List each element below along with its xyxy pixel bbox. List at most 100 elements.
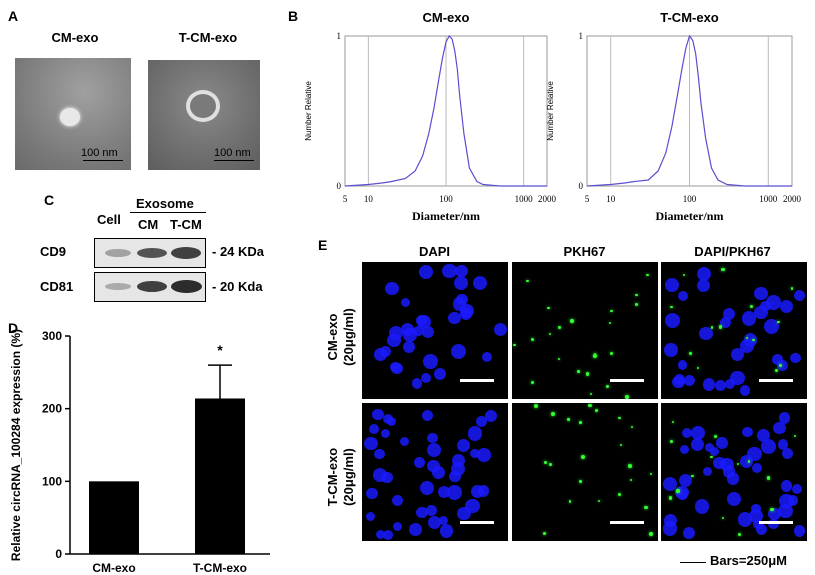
exosome-signal bbox=[714, 435, 718, 439]
exosome-signal bbox=[548, 333, 551, 336]
exosome-signal bbox=[579, 480, 582, 484]
exosome-signal bbox=[721, 516, 725, 520]
bar-ytick-label: 300 bbox=[42, 329, 62, 343]
dls-xtick-label: 2000 bbox=[538, 194, 557, 204]
nucleus bbox=[452, 296, 467, 311]
nucleus bbox=[682, 428, 693, 439]
dls-title: CM-exo bbox=[423, 10, 470, 25]
nucleus bbox=[727, 491, 741, 506]
nucleus bbox=[425, 505, 437, 517]
exosome-signal bbox=[542, 531, 547, 536]
dls-xtick-label: 5 bbox=[585, 194, 590, 204]
band-cd9-cell bbox=[105, 249, 131, 257]
exosome-signal bbox=[579, 421, 582, 424]
nucleus bbox=[460, 307, 472, 320]
nucleus bbox=[665, 278, 679, 292]
exosome-signal bbox=[610, 309, 613, 313]
nucleus bbox=[672, 375, 685, 388]
wb-row-label-cd9: CD9 bbox=[40, 244, 67, 259]
nucleus bbox=[465, 498, 481, 514]
nucleus bbox=[484, 409, 497, 422]
nucleus bbox=[724, 379, 736, 390]
panel-label-b: B bbox=[288, 8, 299, 24]
band-cd9-cm bbox=[137, 248, 167, 258]
bar-ytick-label: 100 bbox=[42, 474, 62, 488]
nucleus bbox=[710, 446, 720, 456]
bar-cm-exo bbox=[89, 481, 139, 554]
nucleus bbox=[428, 516, 441, 530]
exosome-signal bbox=[648, 532, 653, 536]
exosome-signal bbox=[620, 443, 623, 446]
nucleus bbox=[739, 385, 751, 396]
exosome-signal bbox=[736, 462, 739, 465]
nucleus bbox=[719, 316, 731, 328]
exosome-signal bbox=[609, 321, 612, 324]
nucleus bbox=[419, 480, 435, 496]
nucleus bbox=[665, 312, 681, 328]
nucleus bbox=[427, 443, 442, 458]
bars-legend-line bbox=[680, 562, 706, 563]
micrograph-cm-merge bbox=[661, 262, 807, 399]
col-header-pkh67: PKH67 bbox=[563, 244, 606, 259]
band-cd81-cell bbox=[105, 283, 131, 290]
bar-ytick-label: 0 bbox=[55, 547, 62, 561]
dls-xtick-label: 100 bbox=[683, 194, 697, 204]
nucleus bbox=[380, 346, 391, 357]
nucleus bbox=[392, 521, 403, 531]
nucleus bbox=[793, 524, 806, 537]
nucleus bbox=[476, 416, 487, 427]
nucleus bbox=[702, 378, 716, 391]
scale-bar bbox=[610, 379, 644, 382]
nucleus bbox=[388, 325, 404, 341]
dls-xtick-label: 100 bbox=[439, 194, 453, 204]
nucleus bbox=[714, 379, 727, 392]
exosome-signal bbox=[650, 472, 653, 475]
nucleus bbox=[768, 518, 779, 530]
panel-label-d: D bbox=[8, 320, 19, 336]
nucleus bbox=[772, 421, 786, 435]
nucleus bbox=[447, 485, 462, 501]
exosome-signal bbox=[710, 326, 713, 329]
nucleus bbox=[454, 275, 469, 290]
nucleus bbox=[374, 448, 386, 460]
nucleus bbox=[677, 290, 688, 301]
exosome-signal bbox=[676, 489, 680, 493]
exosome-signal bbox=[531, 380, 535, 384]
nucleus bbox=[437, 485, 451, 499]
bar-category-label: CM-exo bbox=[92, 561, 135, 575]
scale-bar bbox=[759, 521, 793, 524]
nucleus bbox=[722, 465, 736, 478]
exosome-signal bbox=[558, 357, 561, 360]
nucleus bbox=[699, 326, 713, 341]
exosome-signal bbox=[774, 368, 778, 373]
exosome-signal bbox=[628, 464, 632, 468]
dls-xtick-label: 5 bbox=[343, 194, 348, 204]
scale-bar bbox=[610, 521, 644, 524]
nucleus bbox=[763, 319, 779, 334]
vesicle-cm bbox=[60, 108, 80, 126]
row-label-cm-name: CM-exo bbox=[325, 313, 340, 361]
nucleus bbox=[422, 325, 435, 338]
em-title-cm: CM-exo bbox=[51, 30, 99, 45]
nucleus bbox=[365, 511, 375, 521]
nucleus bbox=[408, 522, 423, 537]
wb-blot-cd81 bbox=[94, 272, 206, 302]
nucleus bbox=[470, 448, 480, 459]
bar-t-cm-exo bbox=[195, 398, 245, 554]
row-label-tcm-conc: (20μg/ml) bbox=[341, 448, 356, 506]
nucleus bbox=[439, 516, 449, 526]
nucleus bbox=[682, 526, 695, 539]
exosome-signal bbox=[689, 352, 692, 355]
exosome-signal bbox=[597, 499, 600, 502]
dls-ytick-label: 1 bbox=[579, 31, 584, 41]
nucleus bbox=[742, 426, 753, 438]
exosome-signal bbox=[585, 372, 590, 376]
nucleus bbox=[761, 439, 776, 455]
band-cd81-tcm bbox=[171, 280, 202, 293]
exosome-signal bbox=[594, 408, 599, 412]
nucleus bbox=[412, 325, 424, 337]
nucleus bbox=[477, 448, 491, 462]
exosome-signal bbox=[634, 303, 638, 307]
nucleus bbox=[713, 456, 727, 470]
em-image-cm: 100 nm bbox=[15, 58, 131, 170]
